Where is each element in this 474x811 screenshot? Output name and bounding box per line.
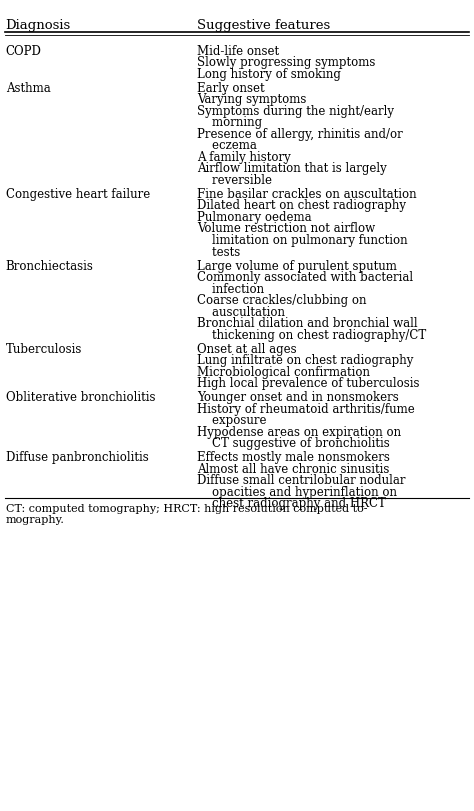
Text: Congestive heart failure: Congestive heart failure xyxy=(6,187,150,200)
Text: Bronchiectasis: Bronchiectasis xyxy=(6,260,93,272)
Text: Presence of allergy, rhinitis and/or: Presence of allergy, rhinitis and/or xyxy=(197,127,402,140)
Text: Effects mostly male nonsmokers: Effects mostly male nonsmokers xyxy=(197,451,390,464)
Text: Bronchial dilation and bronchial wall: Bronchial dilation and bronchial wall xyxy=(197,317,417,330)
Text: thickening on chest radiography/CT: thickening on chest radiography/CT xyxy=(197,328,426,341)
Text: Onset at all ages: Onset at all ages xyxy=(197,342,296,355)
Text: auscultation: auscultation xyxy=(197,305,285,318)
Text: Dilated heart on chest radiography: Dilated heart on chest radiography xyxy=(197,200,406,212)
Text: CT suggestive of bronchiolitis: CT suggestive of bronchiolitis xyxy=(197,437,390,450)
Text: tests: tests xyxy=(197,245,240,258)
Text: Mid-life onset: Mid-life onset xyxy=(197,45,279,58)
Text: opacities and hyperinflation on: opacities and hyperinflation on xyxy=(197,485,397,498)
Text: Fine basilar crackles on auscultation: Fine basilar crackles on auscultation xyxy=(197,187,416,200)
Text: Long history of smoking: Long history of smoking xyxy=(197,67,341,80)
Text: CT: computed tomography; HRCT: high resolution computed to-: CT: computed tomography; HRCT: high reso… xyxy=(6,504,367,513)
Text: Pulmonary oedema: Pulmonary oedema xyxy=(197,211,311,224)
Text: Almost all have chronic sinusitis: Almost all have chronic sinusitis xyxy=(197,462,389,475)
Text: Large volume of purulent sputum: Large volume of purulent sputum xyxy=(197,260,397,272)
Text: Early onset: Early onset xyxy=(197,82,264,95)
Text: Volume restriction not airflow: Volume restriction not airflow xyxy=(197,222,375,235)
Text: High local prevalence of tuberculosis: High local prevalence of tuberculosis xyxy=(197,377,419,390)
Text: Suggestive features: Suggestive features xyxy=(197,19,330,32)
Text: morning: morning xyxy=(197,116,262,129)
Text: Lung infiltrate on chest radiography: Lung infiltrate on chest radiography xyxy=(197,354,413,367)
Text: Diffuse panbronchiolitis: Diffuse panbronchiolitis xyxy=(6,451,148,464)
Text: Slowly progressing symptoms: Slowly progressing symptoms xyxy=(197,56,375,69)
Text: Obliterative bronchiolitis: Obliterative bronchiolitis xyxy=(6,391,155,404)
Text: chest radiography and HRCT: chest radiography and HRCT xyxy=(197,497,385,510)
Text: History of rheumatoid arthritis/fume: History of rheumatoid arthritis/fume xyxy=(197,402,414,415)
Text: reversible: reversible xyxy=(197,174,272,187)
Text: Hypodense areas on expiration on: Hypodense areas on expiration on xyxy=(197,425,401,438)
Text: Varying symptoms: Varying symptoms xyxy=(197,93,306,106)
Text: Diagnosis: Diagnosis xyxy=(6,19,71,32)
Text: limitation on pulmonary function: limitation on pulmonary function xyxy=(197,234,407,247)
Text: Asthma: Asthma xyxy=(6,82,50,95)
Text: Diffuse small centrilobular nodular: Diffuse small centrilobular nodular xyxy=(197,474,405,487)
Text: A family history: A family history xyxy=(197,151,291,164)
Text: Microbiological confirmation: Microbiological confirmation xyxy=(197,365,370,378)
Text: COPD: COPD xyxy=(6,45,42,58)
Text: eczema: eczema xyxy=(197,139,256,152)
Text: Symptoms during the night/early: Symptoms during the night/early xyxy=(197,105,394,118)
Text: Commonly associated with bacterial: Commonly associated with bacterial xyxy=(197,271,413,284)
Text: mography.: mography. xyxy=(6,515,64,525)
Text: Airflow limitation that is largely: Airflow limitation that is largely xyxy=(197,162,386,175)
Text: infection: infection xyxy=(197,282,264,295)
Text: Younger onset and in nonsmokers: Younger onset and in nonsmokers xyxy=(197,391,399,404)
Text: exposure: exposure xyxy=(197,414,266,427)
Text: Coarse crackles/clubbing on: Coarse crackles/clubbing on xyxy=(197,294,366,307)
Text: Tuberculosis: Tuberculosis xyxy=(6,342,82,355)
